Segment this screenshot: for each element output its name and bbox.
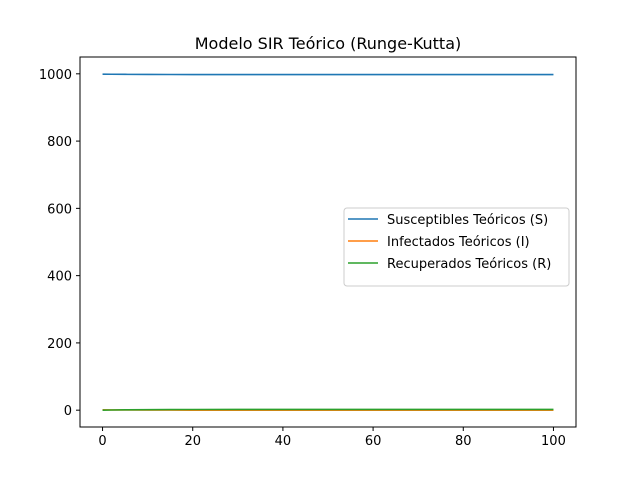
x-tick-label: 20 [184, 434, 201, 449]
x-axis: 0 20 40 60 80 100 [98, 427, 566, 449]
x-tick-label: 100 [541, 434, 566, 449]
plot-area-frame [79, 56, 577, 428]
legend: Susceptibles Teóricos (S) Infectados Teór… [343, 207, 570, 287]
legend-label: Infectados Teóricos (I) [387, 235, 530, 250]
chart-title: Modelo SIR Teórico (Runge-Kutta) [195, 34, 462, 53]
x-tick-label: 40 [275, 434, 292, 449]
y-tick-label: 200 [47, 337, 72, 352]
x-tick-label: 0 [98, 434, 106, 449]
x-tick-label: 60 [365, 434, 382, 449]
legend-label: Susceptibles Teóricos (S) [387, 213, 548, 228]
series-lines [102, 73, 554, 411]
y-tick-label: 0 [64, 404, 72, 419]
y-tick-label: 600 [47, 202, 72, 217]
y-tick-label: 800 [47, 135, 72, 150]
x-tick-label: 80 [455, 434, 472, 449]
legend-box [343, 207, 570, 287]
y-tick-label: 400 [47, 270, 72, 285]
series-line-2 [102, 408, 554, 411]
legend-label: Recuperados Teóricos (R) [387, 257, 551, 272]
y-tick-label: 1000 [39, 68, 72, 83]
y-axis: 0 200 400 600 800 1000 [39, 68, 80, 419]
